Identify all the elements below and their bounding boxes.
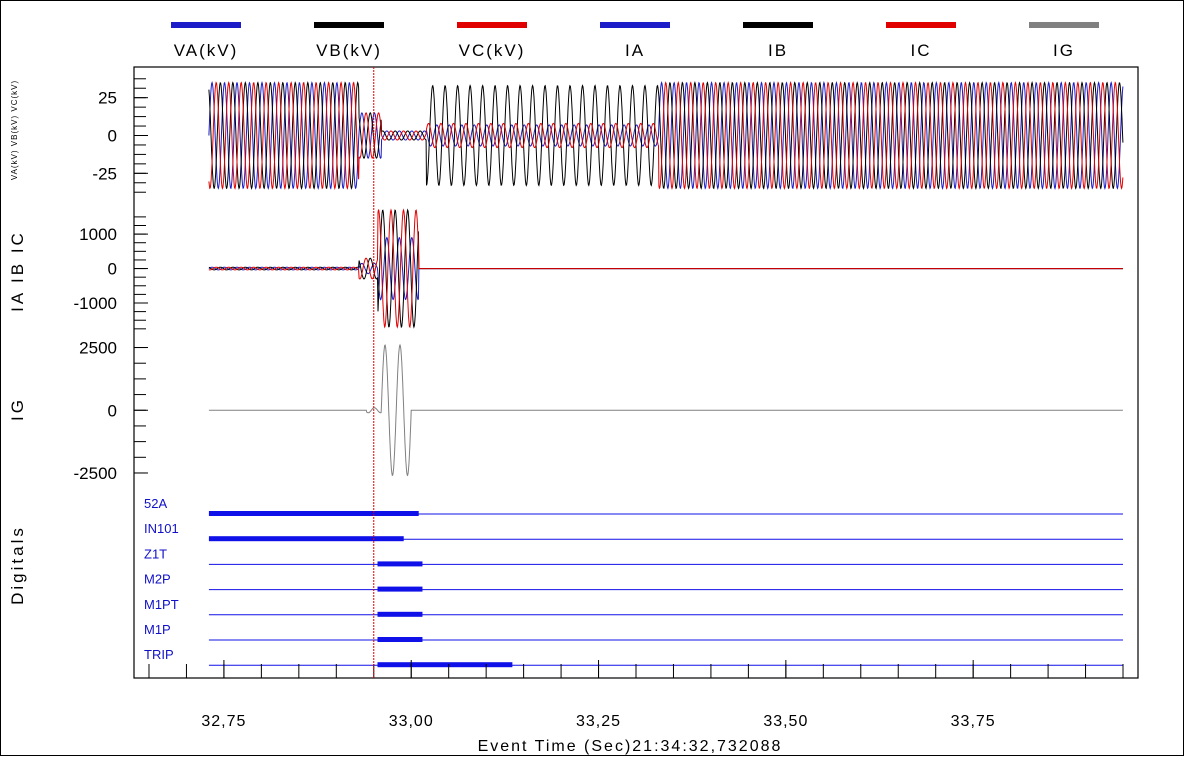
y-tick-label: 0	[108, 260, 117, 279]
digital-active-bar	[208, 511, 419, 516]
digital-label: TRIP	[144, 647, 174, 662]
digital-channel: IN101	[144, 521, 1124, 542]
panel-voltage: 25 0 -25	[92, 78, 1124, 193]
waveform-vbkv	[208, 81, 1124, 190]
digitals-axis-title: Digitals	[8, 525, 27, 605]
digital-label: M2P	[144, 572, 171, 587]
digital-label: IN101	[144, 521, 179, 536]
legend-swatch	[743, 22, 813, 28]
legend-label: VA(kV)	[174, 41, 239, 60]
y-tick-label: 0	[108, 401, 117, 420]
digital-active-bar	[377, 637, 423, 642]
digital-label: 52A	[144, 496, 167, 511]
digital-channel: M2P	[144, 572, 1124, 592]
legend-label: IC	[911, 41, 932, 60]
y-tick-label: 1000	[79, 225, 117, 244]
digital-channel: Z1T	[144, 546, 1124, 567]
legend-swatch	[1029, 22, 1099, 28]
x-tick-label: 33,75	[951, 713, 996, 730]
digital-active-bar	[208, 536, 404, 542]
y-tick-label: -25	[92, 164, 117, 183]
y-tick-label: 2500	[79, 339, 117, 358]
legend-swatch	[457, 22, 527, 28]
legend-label: VC(kV)	[459, 41, 526, 60]
x-tick-label: 32,75	[201, 713, 246, 730]
digital-label: M1PT	[144, 597, 179, 612]
y-tick-label: -2500	[74, 464, 117, 483]
x-tick-label: 33,50	[763, 713, 808, 730]
digital-label: M1P	[144, 622, 171, 637]
legend-swatch	[600, 22, 670, 28]
y-tick-label: 0	[108, 127, 117, 146]
analog-panels: 25 0 -25 1000 0 -1000 2500 0 -2500	[74, 78, 1124, 483]
x-axis: 32,75 33,00 33,25 33,50 33,75	[148, 660, 1124, 730]
digital-active-bar	[377, 611, 423, 617]
legend-label: IG	[1053, 41, 1075, 60]
legend: VA(kV) VB(kV) VC(kV) IA IB IC IG	[171, 22, 1099, 60]
waveform-ic	[208, 208, 1123, 329]
ground-axis-title: IG	[8, 397, 27, 421]
digital-channel: M1P	[144, 622, 1124, 642]
legend-swatch	[171, 22, 241, 28]
x-tick-label: 33,00	[389, 713, 434, 730]
digital-channel: 52A	[144, 496, 1124, 516]
legend-label: IB	[768, 41, 788, 60]
x-tick-label: 33,25	[576, 713, 621, 730]
waveform-vckv	[208, 81, 1124, 191]
digital-channels: 52A IN101 Z1T M2P M1PT M1P TRIP	[144, 496, 1124, 668]
digital-active-bar	[377, 586, 423, 592]
legend-label: VB(kV)	[316, 41, 382, 60]
panel-ground: 2500 0 -2500	[74, 339, 1123, 483]
y-tick-label: -1000	[74, 294, 117, 313]
digital-channel: TRIP	[144, 647, 1124, 668]
legend-label: IA	[625, 41, 645, 60]
panel-current: 1000 0 -1000	[74, 208, 1123, 330]
legend-swatch	[314, 22, 384, 28]
voltage-axis-title: VA(kV) VB(kV) VC(kV)	[10, 80, 19, 180]
waveform-ig	[208, 343, 1123, 477]
digital-label: Z1T	[144, 546, 167, 561]
current-axis-title: IA IB IC	[8, 230, 27, 312]
legend-swatch	[886, 22, 956, 28]
digital-active-bar	[377, 561, 423, 567]
x-axis-title: Event Time (Sec)21:34:32,732088	[478, 738, 783, 755]
digital-active-bar	[377, 662, 513, 668]
digital-channel: M1PT	[144, 597, 1124, 617]
y-tick-label: 25	[98, 89, 117, 108]
